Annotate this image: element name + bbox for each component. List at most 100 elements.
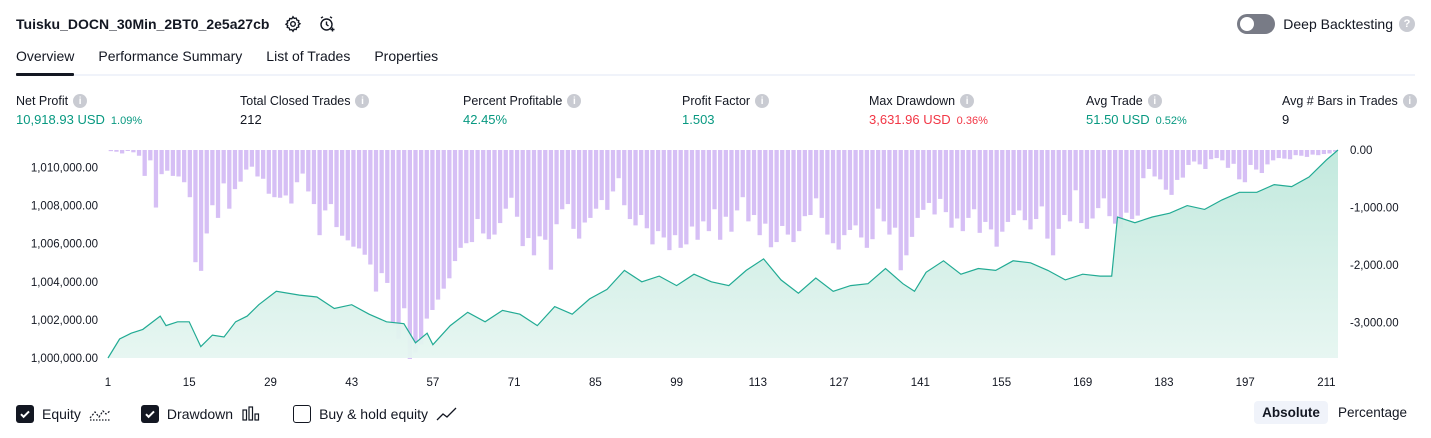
drawdown-bar	[249, 150, 255, 167]
info-icon[interactable]: i	[355, 94, 370, 108]
drawdown-bar	[193, 150, 198, 263]
tab-overview[interactable]: Overview	[16, 44, 75, 76]
drawdown-bar	[300, 150, 305, 174]
drawdown-bar	[802, 150, 807, 217]
drawdown-bar	[1293, 150, 1298, 156]
drawdown-bar	[644, 150, 649, 229]
drawdown-bar	[221, 150, 226, 184]
info-icon[interactable]: i	[960, 94, 975, 108]
drawdown-bar	[1146, 150, 1152, 169]
drawdown-bar	[1129, 150, 1135, 220]
drawdown-bar	[723, 150, 728, 217]
legend-buy-hold[interactable]: Buy & hold equity	[293, 405, 458, 423]
x-axis-tick-label: 15	[183, 377, 196, 389]
drawdown-bar	[746, 150, 751, 222]
drawdown-bar	[1248, 150, 1253, 165]
info-icon[interactable]: i	[755, 94, 770, 108]
drawdown-bar	[1203, 150, 1208, 169]
drawdown-bar	[1158, 150, 1163, 180]
drawdown-bar	[774, 150, 779, 243]
drawdown-bar	[797, 150, 802, 232]
absolute-button[interactable]: Absolute	[1254, 401, 1328, 424]
drawdown-bar	[988, 150, 994, 230]
metric-label: Max Drawdown	[869, 94, 956, 108]
info-icon[interactable]: i	[567, 94, 582, 108]
legend-equity[interactable]: Equity	[16, 405, 111, 423]
drawdown-bar	[283, 150, 288, 196]
x-axis-tick-label: 85	[589, 377, 602, 389]
drawdown-bar	[859, 150, 864, 238]
tab-list-of-trades[interactable]: List of Trades	[266, 48, 351, 64]
metric-value: 10,918.93 USD	[16, 112, 105, 127]
drawdown-bar	[503, 150, 508, 209]
right-axis-tick-label: -2,000.00	[1350, 260, 1399, 272]
drawdown-bar	[1135, 150, 1140, 216]
metric-value: 1.503	[682, 112, 715, 127]
drawdown-bar	[165, 150, 170, 171]
left-axis-tick-label: 1,002,000.00	[31, 315, 98, 327]
tab-properties[interactable]: Properties	[374, 48, 439, 64]
drawdown-bar	[977, 150, 982, 233]
drawdown-bar	[881, 150, 886, 222]
drawdown-bar	[328, 150, 334, 205]
drawdown-bar	[170, 150, 176, 176]
x-axis-tick-label: 141	[911, 377, 930, 389]
drawdown-bar	[695, 150, 700, 240]
equity-drawdown-chart[interactable]: 1,010,000.00 1,008,000.00 1,006,000.00 1,00…	[0, 140, 1431, 395]
buy-hold-checkbox[interactable]	[293, 405, 312, 423]
x-axis-tick-label: 197	[1236, 377, 1255, 389]
drawdown-bar	[661, 150, 666, 238]
drawdown-bar	[667, 150, 672, 251]
metric-label: Profit Factor	[682, 94, 751, 108]
drawdown-bar	[684, 150, 689, 245]
tab-performance-summary[interactable]: Performance Summary	[98, 48, 243, 64]
drawdown-bar	[876, 150, 881, 209]
drawdown-bar	[757, 150, 762, 236]
drawdown-bar	[1062, 150, 1067, 216]
drawdown-bar	[627, 150, 633, 220]
deep-backtesting-label: Deep Backtesting	[1283, 16, 1393, 32]
drawdown-bar	[718, 150, 723, 240]
drawdown-bar	[458, 150, 463, 248]
drawdown-bar	[368, 150, 373, 265]
legend-drawdown[interactable]: Drawdown	[140, 405, 263, 423]
report-tabs: Overview Performance Summary List of Tra…	[16, 44, 1415, 76]
drawdown-bar	[678, 150, 683, 248]
info-icon[interactable]: i	[1147, 94, 1162, 108]
drawdown-bar	[785, 150, 791, 235]
drawdown-checkbox[interactable]	[140, 405, 159, 423]
drawdown-bar	[1163, 150, 1169, 190]
deep-backtesting-toggle[interactable]	[1237, 14, 1276, 34]
drawdown-bar	[1242, 150, 1248, 183]
drawdown-bar	[1225, 150, 1231, 168]
percentage-button[interactable]: Percentage	[1337, 405, 1407, 420]
info-icon[interactable]: i	[1402, 94, 1417, 108]
drawdown-bar	[1000, 150, 1005, 232]
drawdown-bar	[1304, 150, 1310, 157]
strategy-title: Tuisku_DOCN_30Min_2BT0_2e5a27cb	[16, 16, 270, 32]
drawdown-bar	[1028, 150, 1033, 230]
drawdown-bar	[272, 150, 277, 198]
drawdown-bar	[938, 150, 943, 199]
drawdown-bar	[492, 150, 497, 235]
x-axis-tick-label: 1	[105, 377, 111, 389]
drawdown-bar	[1096, 150, 1101, 209]
drawdown-bar	[430, 150, 435, 310]
legend-label: Buy & hold equity	[319, 406, 429, 422]
metric-max-drawdown: Max Drawdown i 3,631.96 USD 0.36%	[869, 94, 988, 127]
info-icon[interactable]: i	[73, 94, 88, 108]
drawdown-bar	[114, 150, 119, 152]
help-icon[interactable]: ?	[1399, 16, 1415, 32]
equity-checkbox[interactable]	[16, 405, 34, 423]
drawdown-bar	[1316, 150, 1321, 156]
drawdown-bar	[1022, 150, 1027, 221]
drawdown-bar	[1107, 150, 1112, 217]
settings-icon[interactable]	[283, 14, 303, 34]
x-axis-tick-label: 99	[670, 377, 683, 389]
drawdown-bar	[847, 150, 853, 230]
drawdown-bar	[424, 150, 429, 319]
drawdown-bar	[419, 150, 424, 345]
drawdown-bar	[294, 150, 300, 183]
add-alert-icon[interactable]	[317, 14, 337, 34]
value-mode-switch: Absolute Percentage	[1252, 401, 1415, 424]
